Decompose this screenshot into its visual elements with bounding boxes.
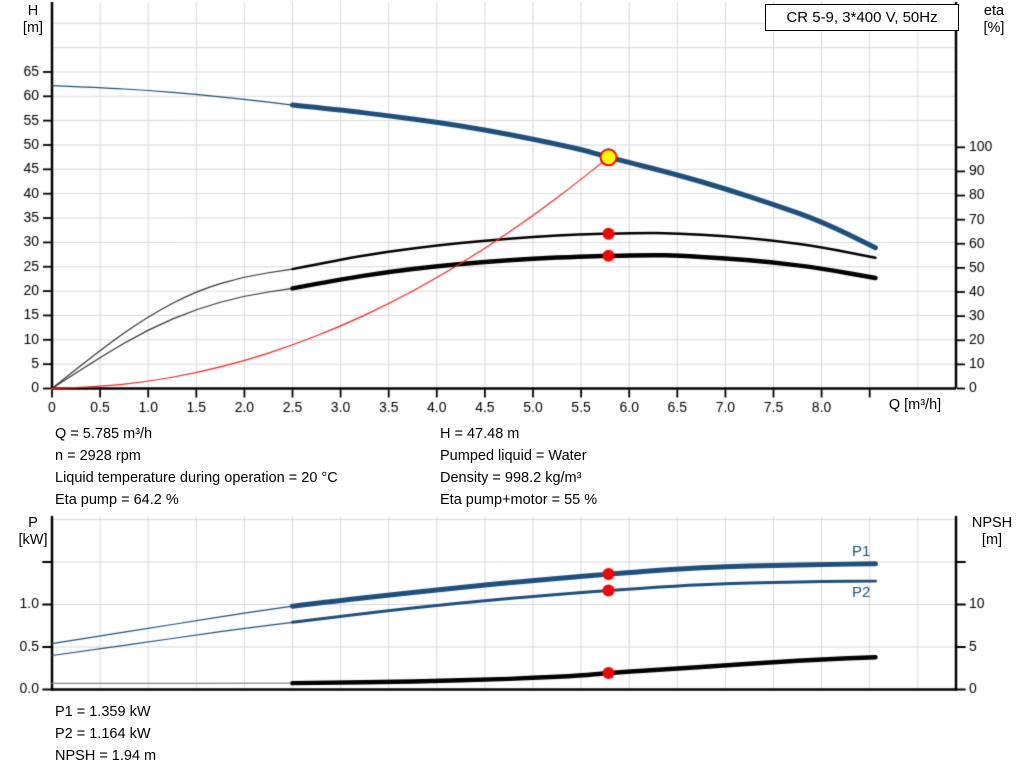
p-axis-unit: [kW] — [18, 532, 48, 548]
power-npsh-data: P1 = 1.359 kW P2 = 1.164 kW NPSH = 1.94 … — [55, 701, 156, 767]
npsh-axis-symbol: NPSH — [971, 515, 1013, 531]
npsh-axis-unit: [m] — [981, 532, 1003, 548]
info-line-p1: P1 = 1.359 kW — [55, 704, 151, 720]
q-axis-label: Q [m³/h] — [888, 397, 942, 413]
operating-data-right: H = 47.48 m Pumped liquid = Water Densit… — [440, 423, 597, 511]
info-line-temperature: Liquid temperature during operation = 20… — [55, 470, 338, 486]
info-line-head: H = 47.48 m — [440, 426, 520, 442]
h-axis-unit: [m] — [22, 20, 44, 36]
info-line-speed: n = 2928 rpm — [55, 448, 141, 464]
eta-axis-unit: [%] — [983, 20, 1005, 36]
info-line-density: Density = 998.2 kg/m³ — [440, 470, 582, 486]
p-axis-symbol: P — [28, 515, 38, 531]
info-line-eta-pump-motor: Eta pump+motor = 55 % — [440, 492, 598, 508]
info-line-p2: P2 = 1.164 kW — [55, 726, 151, 742]
pump-model-box: CR 5-9, 3*400 V, 50Hz — [765, 4, 959, 31]
h-axis-symbol: H — [27, 3, 39, 19]
eta-axis-label: eta [%] — [970, 3, 1018, 37]
p-axis-label: P [kW] — [8, 515, 58, 549]
info-line-eta-pump: Eta pump = 64.2 % — [55, 492, 179, 508]
npsh-axis-label: NPSH [m] — [962, 515, 1022, 549]
info-line-q: Q = 5.785 m³/h — [55, 426, 153, 442]
info-line-npsh: NPSH = 1.94 m — [55, 748, 157, 764]
h-axis-label: H [m] — [12, 3, 54, 37]
info-line-liquid: Pumped liquid = Water — [440, 448, 587, 464]
pump-model-label: CR 5-9, 3*400 V, 50Hz — [786, 9, 938, 26]
operating-data-left: Q = 5.785 m³/h n = 2928 rpm Liquid tempe… — [55, 423, 338, 511]
eta-axis-symbol: eta — [983, 3, 1005, 19]
